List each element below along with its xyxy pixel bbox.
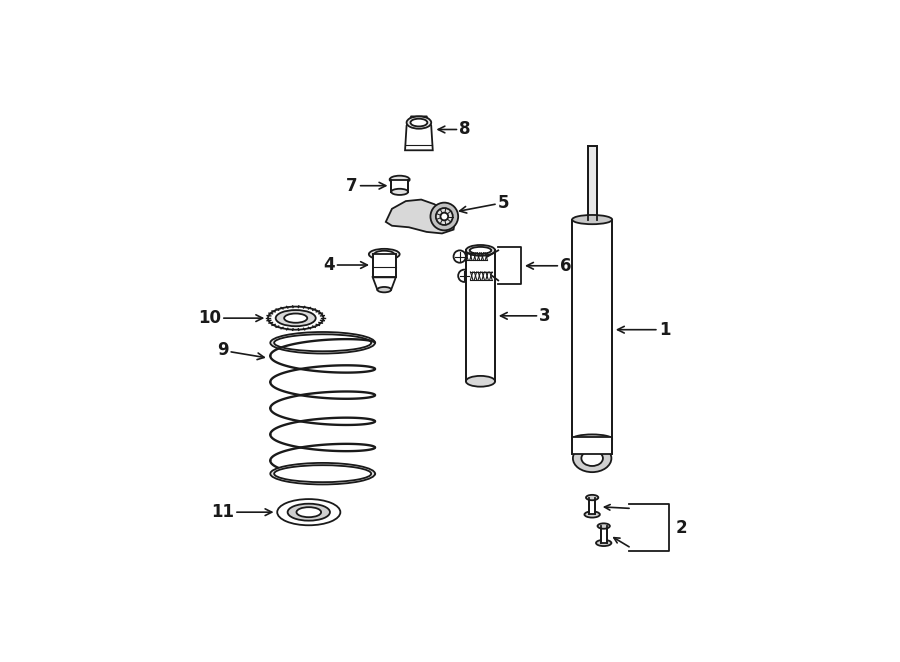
Ellipse shape <box>466 376 495 387</box>
Circle shape <box>436 208 453 225</box>
Bar <box>392 179 408 192</box>
Ellipse shape <box>410 118 428 126</box>
Bar <box>373 254 396 277</box>
Text: 2: 2 <box>675 518 687 537</box>
Polygon shape <box>405 117 433 150</box>
Bar <box>572 438 612 454</box>
Ellipse shape <box>284 314 307 323</box>
Circle shape <box>454 250 466 263</box>
Circle shape <box>430 203 458 230</box>
Ellipse shape <box>470 247 491 254</box>
Ellipse shape <box>369 249 400 260</box>
Ellipse shape <box>584 512 600 518</box>
Ellipse shape <box>390 175 410 183</box>
Ellipse shape <box>277 499 340 525</box>
Ellipse shape <box>270 332 375 354</box>
Circle shape <box>458 269 471 282</box>
Ellipse shape <box>586 495 598 500</box>
Text: 1: 1 <box>617 320 670 339</box>
Ellipse shape <box>572 434 612 444</box>
Bar <box>600 526 607 543</box>
Ellipse shape <box>407 117 431 128</box>
Ellipse shape <box>296 507 321 517</box>
Ellipse shape <box>572 215 612 224</box>
Polygon shape <box>373 277 396 290</box>
Ellipse shape <box>466 245 495 256</box>
Bar <box>590 498 595 514</box>
Text: 7: 7 <box>346 177 386 195</box>
Text: 10: 10 <box>198 309 263 327</box>
Ellipse shape <box>581 451 603 466</box>
Bar <box>572 220 612 439</box>
Ellipse shape <box>392 189 408 195</box>
Circle shape <box>440 213 448 220</box>
Bar <box>588 146 597 220</box>
Polygon shape <box>386 199 455 234</box>
Ellipse shape <box>288 504 330 520</box>
Ellipse shape <box>573 444 611 472</box>
Ellipse shape <box>377 287 392 293</box>
Ellipse shape <box>274 334 371 352</box>
Ellipse shape <box>596 540 611 546</box>
Ellipse shape <box>270 463 375 485</box>
Text: 6: 6 <box>526 257 572 275</box>
Text: 3: 3 <box>500 307 551 325</box>
Bar <box>466 250 495 381</box>
Ellipse shape <box>274 465 371 482</box>
Text: 11: 11 <box>211 503 272 521</box>
Text: 4: 4 <box>323 256 367 274</box>
Ellipse shape <box>268 307 323 330</box>
Text: 9: 9 <box>217 342 265 359</box>
Text: 8: 8 <box>438 120 471 138</box>
Text: 5: 5 <box>460 194 509 213</box>
Ellipse shape <box>374 251 394 258</box>
Ellipse shape <box>275 310 316 326</box>
Ellipse shape <box>598 524 610 529</box>
